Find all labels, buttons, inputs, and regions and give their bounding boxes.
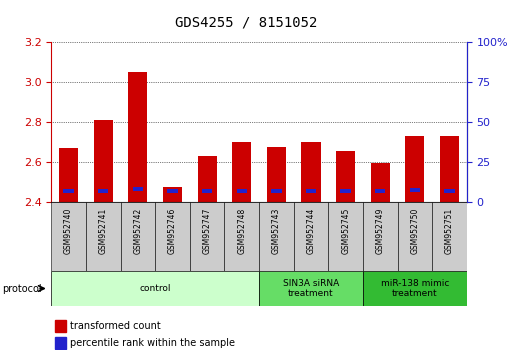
Bar (363, 271, 467, 306)
Text: GSM952740: GSM952740 (64, 207, 73, 254)
Bar (363, 202, 398, 271)
Bar (86, 202, 121, 271)
Bar (51, 202, 86, 271)
Bar (167, 189, 177, 193)
Bar (55, 320, 66, 332)
Bar (51, 271, 259, 306)
Text: GSM952743: GSM952743 (272, 207, 281, 254)
Bar (410, 188, 420, 192)
Text: GSM952744: GSM952744 (306, 207, 315, 254)
Bar (59, 148, 78, 202)
Text: control: control (140, 284, 171, 293)
Bar (432, 202, 467, 271)
Bar (293, 202, 328, 271)
Text: SIN3A siRNA
treatment: SIN3A siRNA treatment (283, 279, 339, 298)
Text: GSM952745: GSM952745 (341, 207, 350, 254)
Text: GDS4255 / 8151052: GDS4255 / 8151052 (175, 16, 318, 30)
Bar (190, 202, 225, 271)
Bar (336, 151, 355, 202)
Bar (98, 189, 108, 193)
Bar (259, 271, 363, 306)
Text: GSM952749: GSM952749 (376, 207, 385, 254)
Bar (302, 142, 321, 202)
Text: miR-138 mimic
treatment: miR-138 mimic treatment (381, 279, 449, 298)
Text: GSM952748: GSM952748 (237, 207, 246, 253)
Bar (271, 189, 282, 193)
Bar (133, 187, 143, 190)
Bar (444, 189, 455, 193)
Bar (341, 189, 351, 193)
Text: GSM952746: GSM952746 (168, 207, 177, 254)
Bar (64, 189, 74, 193)
Bar (225, 202, 259, 271)
Bar (398, 202, 432, 271)
Text: GSM952751: GSM952751 (445, 207, 454, 253)
Bar (440, 136, 459, 202)
Text: percentile rank within the sample: percentile rank within the sample (70, 338, 235, 348)
Bar (202, 189, 212, 193)
Bar (198, 156, 216, 202)
Bar (267, 147, 286, 202)
Bar (155, 202, 190, 271)
Text: protocol: protocol (3, 284, 42, 293)
Bar (405, 136, 424, 202)
Bar (328, 202, 363, 271)
Bar (371, 163, 390, 202)
Bar (94, 120, 113, 202)
Bar (375, 189, 385, 193)
Text: transformed count: transformed count (70, 321, 161, 331)
Text: GSM952741: GSM952741 (98, 207, 108, 253)
Text: GSM952742: GSM952742 (133, 207, 143, 253)
Bar (232, 142, 251, 202)
Bar (163, 187, 182, 202)
Text: GSM952750: GSM952750 (410, 207, 420, 254)
Bar (55, 337, 66, 349)
Bar (128, 72, 147, 202)
Text: GSM952747: GSM952747 (203, 207, 212, 254)
Bar (236, 189, 247, 193)
Bar (306, 189, 316, 193)
Bar (121, 202, 155, 271)
Bar (259, 202, 293, 271)
